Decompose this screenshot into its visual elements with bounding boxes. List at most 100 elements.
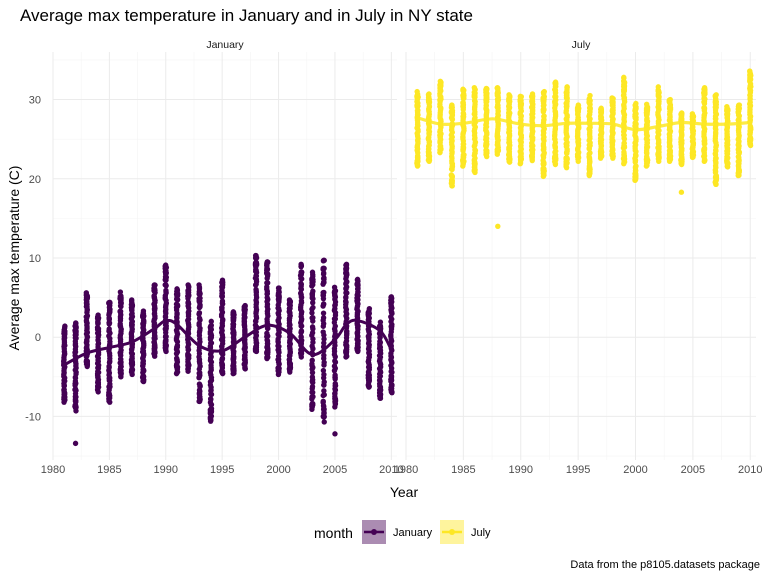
- data-point: [196, 311, 202, 317]
- data-point: [298, 348, 305, 354]
- data-point: [309, 269, 316, 275]
- data-point: [264, 280, 270, 286]
- data-point: [219, 356, 225, 362]
- data-point: [643, 101, 650, 107]
- data-point: [196, 315, 203, 321]
- data-point: [552, 79, 559, 85]
- data-point: [241, 361, 247, 368]
- data-point: [414, 88, 420, 95]
- data-point: [388, 383, 395, 389]
- y-tick-label: 10: [29, 253, 41, 265]
- data-point-outlier: [72, 440, 79, 447]
- data-point: [472, 167, 478, 173]
- data-point: [332, 380, 338, 387]
- data-point: [321, 392, 327, 398]
- data-point: [321, 359, 327, 366]
- data-point: [173, 301, 180, 307]
- data-point: [106, 326, 112, 332]
- facet-strip-label: July: [572, 39, 591, 51]
- data-point: [61, 387, 67, 393]
- data-point: [506, 92, 512, 98]
- data-point: [163, 338, 169, 345]
- data-point: [541, 95, 547, 101]
- data-point: [298, 261, 304, 268]
- data-point: [61, 329, 67, 335]
- data-point: [320, 329, 326, 335]
- data-point: [736, 102, 743, 108]
- data-point: [494, 84, 501, 91]
- data-point: [185, 351, 191, 357]
- points-january: [60, 252, 395, 447]
- data-point: [106, 398, 112, 404]
- data-point: [343, 261, 350, 268]
- x-tick-label: 2010: [738, 464, 762, 476]
- data-point: [253, 259, 259, 265]
- data-point: [377, 319, 384, 325]
- data-point: [140, 308, 147, 314]
- data-point: [162, 281, 169, 288]
- data-point: [173, 355, 180, 361]
- data-point: [321, 352, 327, 358]
- data-point-outlier: [678, 189, 685, 195]
- data-point: [332, 358, 338, 364]
- data-point: [331, 284, 338, 290]
- data-point: [587, 150, 593, 156]
- x-tick-label: 1995: [210, 464, 234, 476]
- data-point: [62, 323, 68, 329]
- facet-strip-label: January: [206, 39, 244, 51]
- points-july: [414, 68, 754, 229]
- data-point: [586, 98, 593, 105]
- facet-panel-july: July 1980 1985 1990 1995 2000 2005 2010: [394, 39, 763, 476]
- data-point: [483, 85, 490, 92]
- data-point: [320, 289, 326, 296]
- data-point-outlier: [320, 257, 327, 264]
- data-point: [354, 276, 361, 283]
- data-point: [95, 381, 101, 388]
- data-point: [219, 277, 226, 283]
- data-point: [264, 284, 270, 290]
- data-point: [471, 84, 478, 91]
- x-tick-label: 1995: [566, 464, 590, 476]
- data-point: [320, 265, 326, 271]
- y-tick-label: 30: [29, 95, 41, 107]
- data-point: [426, 91, 432, 97]
- data-point: [587, 92, 593, 99]
- data-point: [541, 113, 547, 120]
- data-point: [564, 84, 570, 90]
- data-point: [117, 289, 124, 295]
- data-point: [388, 294, 395, 300]
- smooth-line-july: [415, 116, 752, 132]
- data-point: [219, 368, 225, 374]
- data-point: [354, 343, 361, 349]
- data-point: [575, 102, 582, 108]
- data-point: [242, 302, 248, 309]
- x-axis-title: Year: [390, 484, 419, 500]
- data-point: [460, 86, 466, 92]
- data-point: [309, 310, 315, 316]
- data-point: [321, 388, 327, 394]
- data-point-outlier: [196, 398, 203, 405]
- legend-label-july: July: [471, 527, 491, 539]
- data-point: [117, 308, 123, 315]
- data-point: [185, 282, 191, 288]
- chart-caption: Data from the p8105.datasets package: [570, 559, 760, 571]
- data-point: [129, 297, 135, 303]
- data-point: [331, 291, 338, 297]
- data-point: [321, 340, 327, 346]
- data-point: [621, 74, 627, 81]
- data-point: [310, 299, 316, 306]
- data-point: [343, 339, 349, 346]
- data-point: [310, 304, 316, 311]
- legend-label-january: January: [393, 527, 433, 539]
- data-point: [529, 91, 536, 97]
- data-point: [264, 330, 270, 336]
- data-point: [197, 295, 203, 301]
- data-point: [185, 288, 192, 294]
- data-point: [230, 309, 237, 315]
- facet-panel-january: January 1980 1985 1990 1995 2000 2005 2010 -10 0 1…: [25, 39, 404, 476]
- data-point: [354, 281, 360, 287]
- data-point: [310, 288, 316, 294]
- data-point: [621, 79, 628, 85]
- data-point: [185, 300, 191, 306]
